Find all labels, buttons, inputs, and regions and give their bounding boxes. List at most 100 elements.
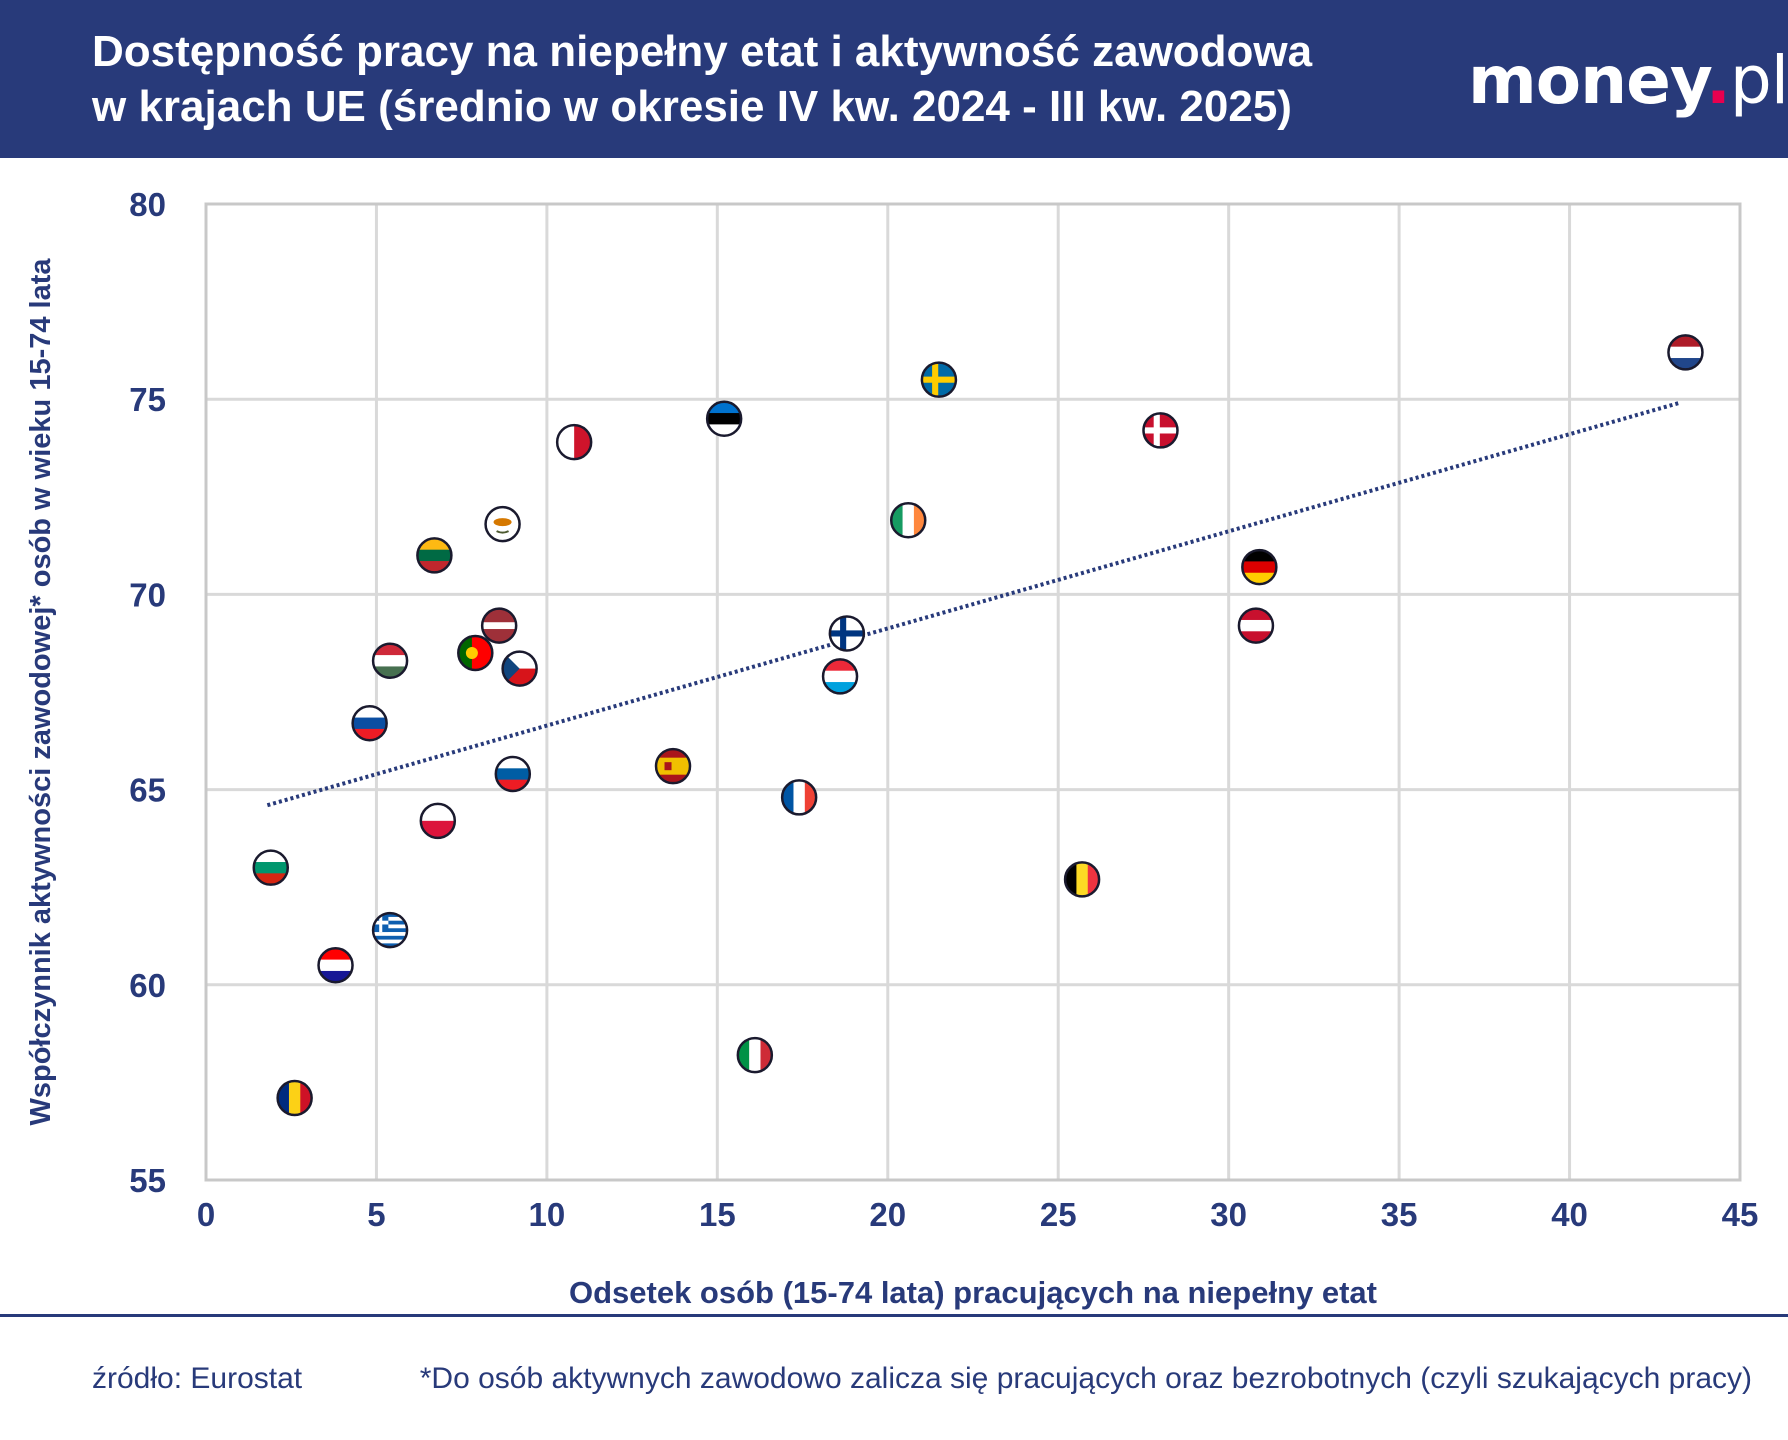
axis-ticks: 0 5 10 15 20 25 30 35 40 45 55 60 65 70 75 80 xyxy=(129,186,1758,1233)
data-point xyxy=(705,400,743,437)
chart-title: Dostępność pracy na niepełny etat i akty… xyxy=(92,24,1452,134)
x-tick-label: 45 xyxy=(1722,1196,1759,1233)
flag-marker-outline xyxy=(371,642,409,680)
x-tick-label: 10 xyxy=(529,1196,566,1233)
netherlands-flag xyxy=(1668,335,1703,370)
grid xyxy=(206,204,1740,1180)
flag-marker-outline xyxy=(419,802,457,840)
flag-marker-outline xyxy=(889,501,927,539)
data-point xyxy=(736,1036,774,1074)
data-point xyxy=(1063,861,1101,898)
source-text: źródło: Eurostat xyxy=(92,1362,303,1395)
chart-title-line-2: w krajach UE (średnio w okresie IV kw. 2… xyxy=(92,82,1292,131)
x-tick-label: 30 xyxy=(1210,1196,1247,1233)
data-point xyxy=(828,615,866,652)
x-tick-label: 0 xyxy=(197,1196,215,1233)
data-point xyxy=(317,947,354,984)
x-tick-label: 5 xyxy=(367,1196,385,1233)
flag-marker-outline xyxy=(1142,412,1179,449)
y-tick-label: 70 xyxy=(129,576,166,613)
scatter-chart: 0 5 10 15 20 25 30 35 40 45 55 60 65 70 75 80 Odsetek o… xyxy=(25,186,1758,1310)
flag-marker-outline xyxy=(484,505,521,543)
france-flag xyxy=(782,780,817,815)
data-point xyxy=(1241,548,1278,586)
data-point xyxy=(351,704,388,742)
flag-marker-outline xyxy=(416,537,453,574)
flag-marker-outline xyxy=(317,947,354,984)
flag-marker-outline xyxy=(252,849,290,886)
germany-flag xyxy=(1242,550,1277,585)
data-point xyxy=(484,505,521,543)
czechia-flag xyxy=(502,651,537,686)
plot-frame xyxy=(204,202,1742,1182)
x-tick-label: 40 xyxy=(1551,1196,1588,1233)
y-tick-label: 65 xyxy=(129,772,166,809)
flag-marker-outline xyxy=(780,779,818,816)
flag-marker-outline xyxy=(480,607,518,644)
flag-marker-outline xyxy=(1063,861,1101,898)
slovenia-flag xyxy=(495,756,530,791)
data-point xyxy=(501,650,538,687)
italy-flag xyxy=(737,1038,772,1073)
x-tick-label: 15 xyxy=(699,1196,736,1233)
romania-flag xyxy=(277,1081,312,1116)
data-point xyxy=(494,755,532,793)
y-tick-label: 75 xyxy=(129,381,166,418)
belgium-flag xyxy=(1065,862,1100,897)
money-pl-logo[interactable]: money.pl xyxy=(1468,42,1788,119)
croatia-flag xyxy=(318,948,353,983)
data-point xyxy=(1667,334,1704,371)
logo-dot: . xyxy=(1705,42,1731,119)
data-point xyxy=(276,1079,313,1117)
x-axis-label: Odsetek osób (15-74 lata) pracujących na… xyxy=(569,1275,1377,1310)
flag-marker-outline xyxy=(920,361,958,398)
y-tick-label: 55 xyxy=(129,1162,166,1199)
flag-marker-outline xyxy=(351,704,388,742)
ireland-flag xyxy=(891,503,926,538)
data-point xyxy=(1237,607,1275,644)
luxembourg-flag xyxy=(823,659,858,694)
flag-marker-outline xyxy=(1241,548,1278,586)
y-axis-label: Współczynnik aktywności zawodowej* osób … xyxy=(25,258,57,1126)
data-point xyxy=(889,501,927,539)
data-point xyxy=(555,423,593,461)
x-tick-label: 35 xyxy=(1381,1196,1418,1233)
y-tick-label: 80 xyxy=(129,186,166,223)
lithuania-flag xyxy=(417,538,452,573)
flag-marker-outline xyxy=(828,615,866,652)
data-point xyxy=(480,607,518,644)
footnote-text: *Do osób aktywnych zawodowo zalicza się … xyxy=(419,1362,1752,1395)
flag-marker-outline xyxy=(1667,334,1704,371)
data-point xyxy=(371,911,409,949)
slovakia-flag xyxy=(352,706,387,741)
flag-marker-outline xyxy=(494,755,532,793)
data-point xyxy=(457,634,494,672)
poland-flag xyxy=(420,803,455,838)
bulgaria-flag xyxy=(253,850,288,885)
flag-marker-outline xyxy=(371,911,409,949)
trend-line xyxy=(266,401,1680,808)
logo-suffix: pl xyxy=(1729,42,1788,119)
chart-title-line-1: Dostępność pracy na niepełny etat i akty… xyxy=(92,27,1313,76)
footer-divider xyxy=(0,1314,1788,1317)
flag-marker-outline xyxy=(705,400,743,437)
data-point xyxy=(654,747,692,785)
data-points xyxy=(252,334,1704,1117)
x-tick-label: 25 xyxy=(1040,1196,1077,1233)
flag-marker-outline xyxy=(654,747,692,785)
austria-flag xyxy=(1238,608,1273,643)
logo-main: money xyxy=(1468,42,1707,119)
flag-marker-outline xyxy=(276,1079,313,1117)
flag-marker-outline xyxy=(501,650,538,687)
y-tick-label: 60 xyxy=(129,967,166,1004)
estonia-flag xyxy=(707,401,742,436)
header-banner: Dostępność pracy na niepełny etat i akty… xyxy=(0,0,1788,158)
flag-marker-outline xyxy=(457,634,494,672)
data-point xyxy=(821,658,859,695)
data-point xyxy=(416,537,453,574)
flag-marker-outline xyxy=(736,1036,774,1074)
data-point xyxy=(252,849,290,886)
malta-flag xyxy=(557,425,592,460)
hungary-flag xyxy=(373,643,408,678)
data-point xyxy=(371,642,409,680)
